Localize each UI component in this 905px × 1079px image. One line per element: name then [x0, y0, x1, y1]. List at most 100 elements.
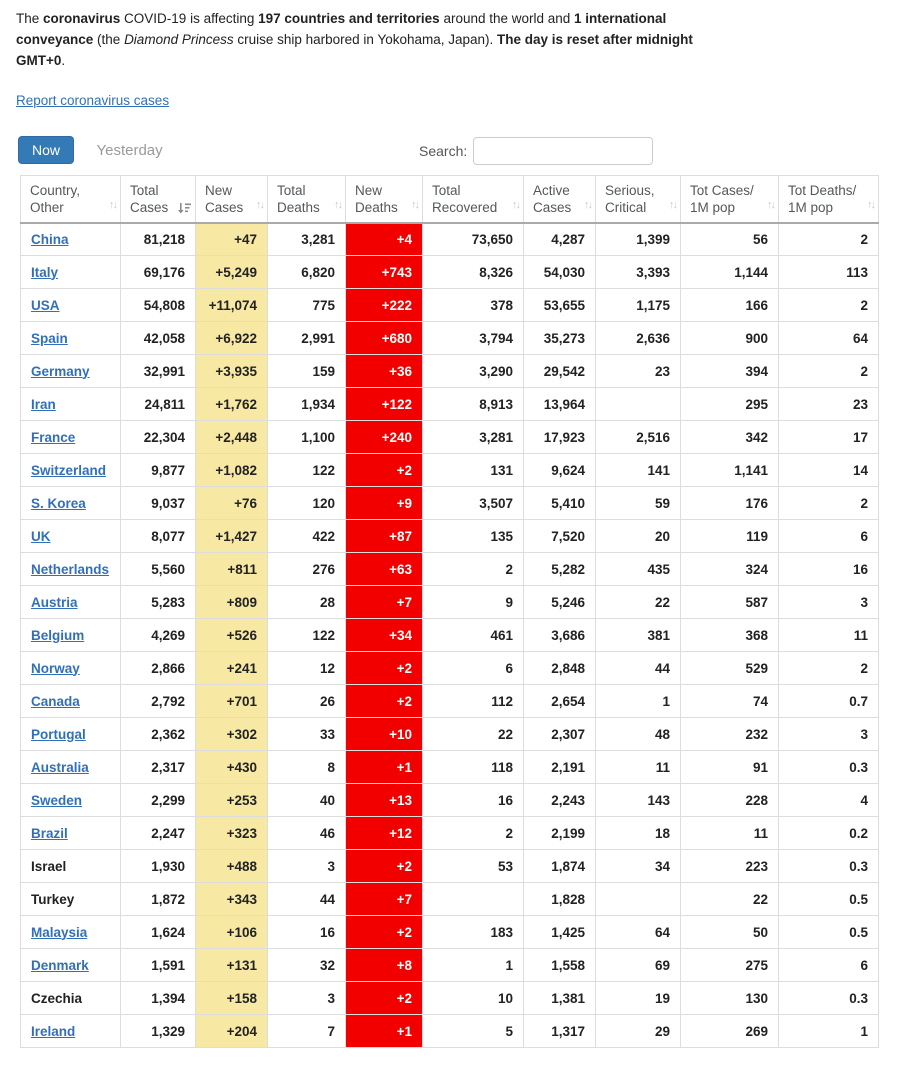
cell-serious_critical: 3,393 — [595, 255, 681, 289]
col-header-serious_critical[interactable]: Serious, Critical ↑↓ — [595, 175, 681, 224]
cell-total_deaths: 159 — [267, 354, 346, 388]
cell-total_deaths: 775 — [267, 288, 346, 322]
cell-new_cases: +2,448 — [195, 420, 268, 454]
col-header-new_cases[interactable]: New Cases ↑↓ — [195, 175, 268, 224]
intro-segment: The — [16, 11, 44, 26]
cell-tot_cases_1m: 50 — [680, 915, 779, 949]
country-link[interactable]: Portugal — [31, 726, 86, 742]
intro-segment: cruise ship harbored in Yokohama, Japan)… — [233, 32, 498, 47]
cell-total_deaths: 6,820 — [267, 255, 346, 289]
country-link[interactable]: Norway — [31, 660, 80, 676]
col-header-label: Critical — [605, 200, 647, 215]
country-link[interactable]: Malaysia — [31, 924, 88, 940]
country-link[interactable]: Switzerland — [31, 462, 107, 478]
col-header-total_recovered[interactable]: Total Recovered ↑↓ — [422, 175, 524, 224]
table-row: Switzerland 9,877 +1,082 122 +2 131 9,624 141 1,… — [20, 453, 879, 487]
col-header-label: Active — [533, 183, 570, 198]
cell-country: Czechia — [20, 981, 121, 1015]
search-input[interactable] — [473, 137, 654, 165]
table-row: Turkey 1,872 +343 44 +7 1,828 22 0.5 — [20, 882, 879, 916]
col-header-new_deaths[interactable]: New Deaths ↑↓ — [345, 175, 423, 224]
col-header-active_cases[interactable]: Active Cases ↑↓ — [523, 175, 596, 224]
country-link[interactable]: Germany — [31, 363, 90, 379]
cell-total_recovered: 3,290 — [422, 354, 524, 388]
cell-active_cases: 17,923 — [523, 420, 596, 454]
col-header-tot_cases_1m[interactable]: Tot Cases/1M pop ↑↓ — [680, 175, 779, 224]
cell-new_deaths: +680 — [345, 321, 423, 355]
cell-total_recovered: 118 — [422, 750, 524, 784]
cell-serious_critical: 18 — [595, 816, 681, 850]
country-link[interactable]: Brazil — [31, 825, 68, 841]
cell-tot_deaths_1m: 23 — [778, 387, 879, 421]
cell-country: Switzerland — [20, 453, 121, 487]
cell-tot_deaths_1m: 0.3 — [778, 981, 879, 1015]
cell-total_deaths: 120 — [267, 486, 346, 520]
country-link[interactable]: Iran — [31, 396, 56, 412]
cell-tot_deaths_1m: 0.3 — [778, 849, 879, 883]
cell-tot_cases_1m: 119 — [680, 519, 779, 553]
cell-active_cases: 4,287 — [523, 222, 596, 256]
cell-active_cases: 35,273 — [523, 321, 596, 355]
country-link[interactable]: UK — [31, 528, 51, 544]
cell-tot_deaths_1m: 6 — [778, 519, 879, 553]
cell-active_cases: 2,199 — [523, 816, 596, 850]
cell-new_deaths: +10 — [345, 717, 423, 751]
country-link[interactable]: Italy — [31, 264, 59, 280]
cell-serious_critical: 2,636 — [595, 321, 681, 355]
cell-tot_cases_1m: 394 — [680, 354, 779, 388]
cell-total_recovered: 2 — [422, 816, 524, 850]
country-link[interactable]: Canada — [31, 693, 80, 709]
cell-tot_deaths_1m: 64 — [778, 321, 879, 355]
country-link[interactable]: Netherlands — [31, 561, 110, 577]
cell-new_cases: +106 — [195, 915, 268, 949]
tab-yesterday[interactable]: Yesterday — [96, 142, 163, 160]
country-link[interactable]: France — [31, 429, 76, 445]
cell-tot_deaths_1m: 113 — [778, 255, 879, 289]
country-link[interactable]: Ireland — [31, 1023, 76, 1039]
table-row: Australia 2,317 +430 8 +1 118 2,191 11 91 0.3 — [20, 750, 879, 784]
col-header-total_cases[interactable]: Total Cases — [120, 175, 196, 224]
report-cases-link[interactable]: Report coronavirus cases — [16, 93, 170, 108]
cell-total_recovered: 6 — [422, 651, 524, 685]
cell-new_deaths: +2 — [345, 915, 423, 949]
cell-total_recovered: 3,507 — [422, 486, 524, 520]
cell-country: France — [20, 420, 121, 454]
table-row: Italy 69,176 +5,249 6,820 +743 8,326 54,030 3,3… — [20, 255, 879, 289]
cell-new_cases: +158 — [195, 981, 268, 1015]
country-link[interactable]: Australia — [31, 759, 89, 775]
cell-new_deaths: +2 — [345, 849, 423, 883]
country-link[interactable]: USA — [31, 297, 60, 313]
country-link[interactable]: Belgium — [31, 627, 85, 643]
country-link[interactable]: Spain — [31, 330, 68, 346]
intro-segment: around the world and — [439, 11, 575, 26]
col-header-country[interactable]: Country, Other ↑↓ — [20, 175, 121, 224]
sort-icon: ↑↓ — [109, 198, 118, 211]
cell-tot_cases_1m: 342 — [680, 420, 779, 454]
cell-total_cases: 2,362 — [120, 717, 196, 751]
country-link[interactable]: Austria — [31, 594, 78, 610]
col-header-total_deaths[interactable]: Total Deaths ↑↓ — [267, 175, 346, 224]
country-link[interactable]: Denmark — [31, 957, 89, 973]
cell-tot_cases_1m: 587 — [680, 585, 779, 619]
cell-new_cases: +76 — [195, 486, 268, 520]
cell-total_cases: 1,930 — [120, 849, 196, 883]
cell-tot_deaths_1m: 2 — [778, 486, 879, 520]
cell-total_cases: 8,077 — [120, 519, 196, 553]
cell-serious_critical: 2,516 — [595, 420, 681, 454]
cell-new_deaths: +2 — [345, 651, 423, 685]
col-header-tot_deaths_1m[interactable]: Tot Deaths/1M pop ↑↓ — [778, 175, 879, 224]
cell-country: Germany — [20, 354, 121, 388]
cell-country: Netherlands — [20, 552, 121, 586]
cell-total_deaths: 28 — [267, 585, 346, 619]
country-link[interactable]: S. Korea — [31, 495, 86, 511]
cell-total_cases: 5,560 — [120, 552, 196, 586]
tab-now[interactable]: Now — [18, 136, 75, 164]
country-name: Turkey — [31, 891, 75, 907]
country-link[interactable]: Sweden — [31, 792, 83, 808]
cell-tot_cases_1m: 166 — [680, 288, 779, 322]
country-link[interactable]: China — [31, 231, 69, 247]
cell-total_recovered: 9 — [422, 585, 524, 619]
table-row: Malaysia 1,624 +106 16 +2 183 1,425 64 50 0.5 — [20, 915, 879, 949]
cell-new_cases: +811 — [195, 552, 268, 586]
table-row: S. Korea 9,037 +76 120 +9 3,507 5,410 59 176 2 — [20, 486, 879, 520]
